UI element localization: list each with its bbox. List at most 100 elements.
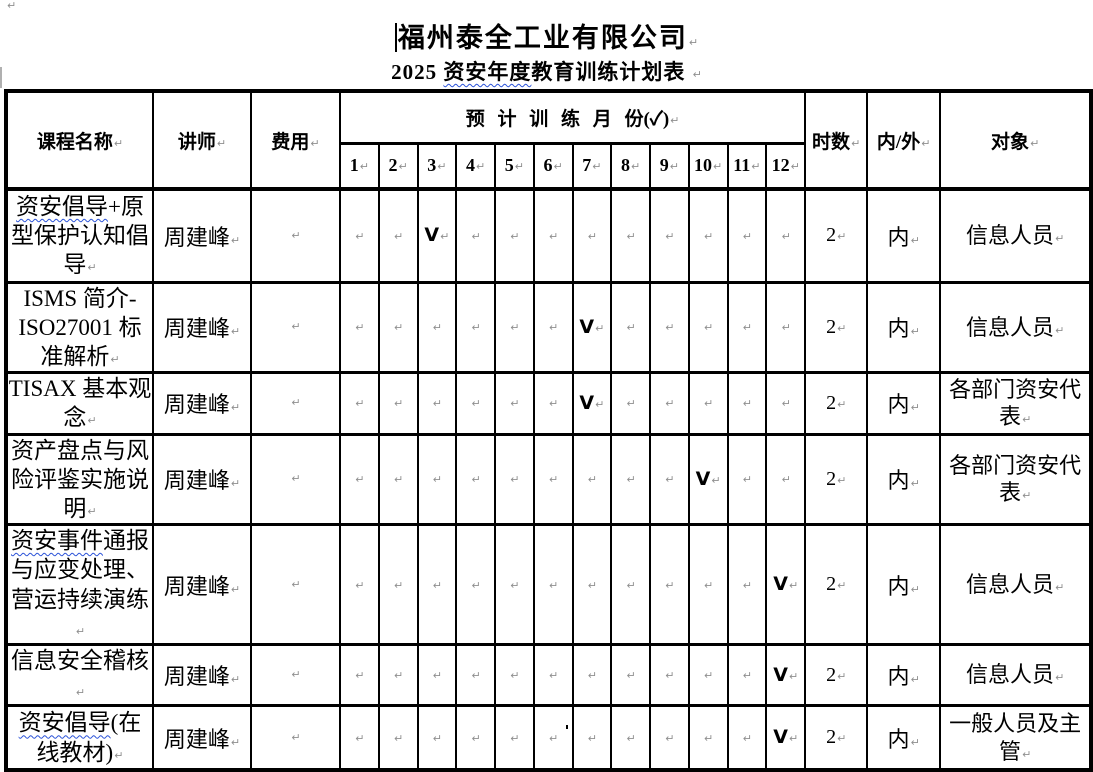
instructor-cell[interactable]: 周建峰↵ (152, 432, 252, 527)
month-3-cell[interactable]: ↵ (416, 371, 458, 436)
month-7-cell[interactable]: V↵ (571, 371, 613, 436)
month-4-cell[interactable]: ↵ (455, 280, 496, 375)
month-9-header[interactable]: 9↵ (649, 141, 690, 191)
month-8-cell[interactable]: ↵ (610, 280, 651, 375)
fee-cell[interactable]: ↵ (250, 432, 341, 527)
month-7-cell[interactable]: ↵ (571, 523, 613, 646)
instructor-cell[interactable]: 周建峰↵ (152, 642, 252, 708)
company-title-line[interactable]: 福州泰全工业有限公司↵ (0, 16, 1093, 55)
month-4-cell[interactable]: ↵ (455, 187, 496, 284)
month-7-cell[interactable]: ↵ (571, 432, 613, 527)
month-10-cell[interactable]: ↵ (687, 704, 729, 772)
month-10-header[interactable]: 10↵ (687, 141, 729, 191)
fee-cell[interactable]: ↵ (250, 280, 341, 375)
internal-external-cell[interactable]: 内↵ (866, 280, 942, 375)
fee-cell[interactable]: ↵ (250, 187, 341, 284)
month-6-cell[interactable]: ↵ (532, 432, 574, 527)
month-1-cell[interactable]: ↵ (339, 704, 380, 772)
month-6-header[interactable]: 6↵ (532, 141, 574, 191)
course-name-cell[interactable]: 资安事件通报与应变处理、营运持续演练↵ (5, 523, 154, 646)
month-9-cell[interactable]: ↵ (649, 523, 690, 646)
audience-cell[interactable]: 信息人员↵ (939, 523, 1093, 646)
month-12-cell[interactable]: ↵ (765, 280, 807, 375)
month-5-header[interactable]: 5↵ (494, 141, 535, 191)
course-name-cell[interactable]: 资产盘点与风险评鉴实施说明↵ (5, 432, 154, 527)
month-1-cell[interactable]: ↵ (339, 280, 380, 375)
audience-cell[interactable]: 一般人员及主管↵ (939, 704, 1093, 772)
month-11-cell[interactable]: ↵ (726, 187, 768, 284)
month-10-cell[interactable]: ↵ (687, 280, 729, 375)
month-12-cell[interactable]: ↵ (765, 432, 807, 527)
hours-header[interactable]: 时数↵ (804, 89, 869, 191)
audience-cell[interactable]: 信息人员↵ (939, 187, 1093, 284)
month-4-cell[interactable]: ↵ (455, 642, 496, 708)
month-9-cell[interactable]: ↵ (649, 432, 690, 527)
month-7-cell[interactable]: V↵ (571, 280, 613, 375)
instructor-cell[interactable]: 周建峰↵ (152, 523, 252, 646)
month-8-cell[interactable]: ↵ (610, 187, 651, 284)
hours-cell[interactable]: 2↵ (804, 523, 869, 646)
month-8-header[interactable]: 8↵ (610, 141, 651, 191)
month-11-cell[interactable]: ↵ (726, 642, 768, 708)
month-8-cell[interactable]: ↵ (610, 371, 651, 436)
month-4-cell[interactable]: ↵ (455, 432, 496, 527)
month-7-cell[interactable]: ↵ (571, 187, 613, 284)
instructor-cell[interactable]: 周建峰↵ (152, 704, 252, 772)
audience-cell[interactable]: 各部门资安代表↵ (939, 371, 1093, 436)
month-2-cell[interactable]: ↵ (377, 642, 419, 708)
hours-cell[interactable]: 2↵ (804, 371, 869, 436)
planned-months-header[interactable]: 预 计 训 练 月 份(✓)↵ (338, 89, 807, 145)
month-7-cell[interactable]: ↵ (571, 704, 613, 772)
month-12-cell[interactable]: V↵ (765, 642, 807, 708)
internal-external-cell[interactable]: 内↵ (866, 704, 942, 772)
month-1-cell[interactable]: ↵ (339, 642, 380, 708)
internal-external-cell[interactable]: 内↵ (866, 187, 942, 284)
course-name-cell[interactable]: 资安倡导+原型保护认知倡导↵ (5, 187, 154, 284)
month-6-cell[interactable]: ↵ (532, 523, 574, 646)
internal-external-header[interactable]: 内/外↵ (866, 89, 942, 191)
month-9-cell[interactable]: ↵ (649, 187, 690, 284)
month-8-cell[interactable]: ↵ (610, 523, 651, 646)
instructor-cell[interactable]: 周建峰↵ (152, 371, 252, 436)
fee-cell[interactable]: ↵ (250, 371, 341, 436)
month-12-cell[interactable]: ↵ (765, 187, 807, 284)
audience-cell[interactable]: 各部门资安代表↵ (939, 432, 1093, 527)
month-11-cell[interactable]: ↵ (726, 704, 768, 772)
instructor-cell[interactable]: 周建峰↵ (152, 187, 252, 284)
course-name-cell[interactable]: TISAX 基本观念↵ (5, 371, 154, 436)
hours-cell[interactable]: 2↵ (804, 187, 869, 284)
month-2-cell[interactable]: ↵ (377, 280, 419, 375)
fee-header[interactable]: 费用↵ (250, 89, 341, 191)
audience-cell[interactable]: 信息人员↵ (939, 642, 1093, 708)
hours-cell[interactable]: 2↵ (804, 642, 869, 708)
hours-cell[interactable]: 2↵ (804, 704, 869, 772)
month-1-cell[interactable]: ↵ (339, 432, 380, 527)
month-7-cell[interactable]: ↵ (571, 642, 613, 708)
internal-external-cell[interactable]: 内↵ (866, 432, 942, 527)
fee-cell[interactable]: ↵ (250, 642, 341, 708)
month-5-cell[interactable]: ↵ (494, 642, 535, 708)
month-6-cell[interactable]: ↵ (532, 187, 574, 284)
month-3-cell[interactable]: ↵ (416, 642, 458, 708)
month-2-header[interactable]: 2↵ (377, 141, 419, 191)
month-11-cell[interactable]: ↵ (726, 432, 768, 527)
month-11-cell[interactable]: ↵ (726, 523, 768, 646)
fee-cell[interactable]: ↵ (250, 704, 341, 772)
internal-external-cell[interactable]: 内↵ (866, 523, 942, 646)
month-3-cell[interactable]: ↵ (416, 523, 458, 646)
month-10-cell[interactable]: ↵ (687, 371, 729, 436)
course-name-cell[interactable]: 信息安全稽核↵ (5, 642, 154, 708)
course-name-cell[interactable]: 资安倡导(在线教材)↵ (5, 704, 154, 772)
month-8-cell[interactable]: ↵ (610, 704, 651, 772)
internal-external-cell[interactable]: 内↵ (866, 642, 942, 708)
month-9-cell[interactable]: ↵ (649, 371, 690, 436)
month-3-cell[interactable]: ↵ (416, 280, 458, 375)
month-12-cell[interactable]: ↵ (765, 371, 807, 436)
month-6-cell[interactable]: ↵ (532, 371, 574, 436)
month-9-cell[interactable]: ↵ (649, 704, 690, 772)
month-1-header[interactable]: 1↵ (339, 141, 380, 191)
month-1-cell[interactable]: ↵ (339, 187, 380, 284)
instructor-header[interactable]: 讲师↵ (152, 89, 252, 191)
month-11-header[interactable]: 11↵ (726, 141, 768, 191)
course-name-header[interactable]: 课程名称↵ (5, 89, 154, 191)
